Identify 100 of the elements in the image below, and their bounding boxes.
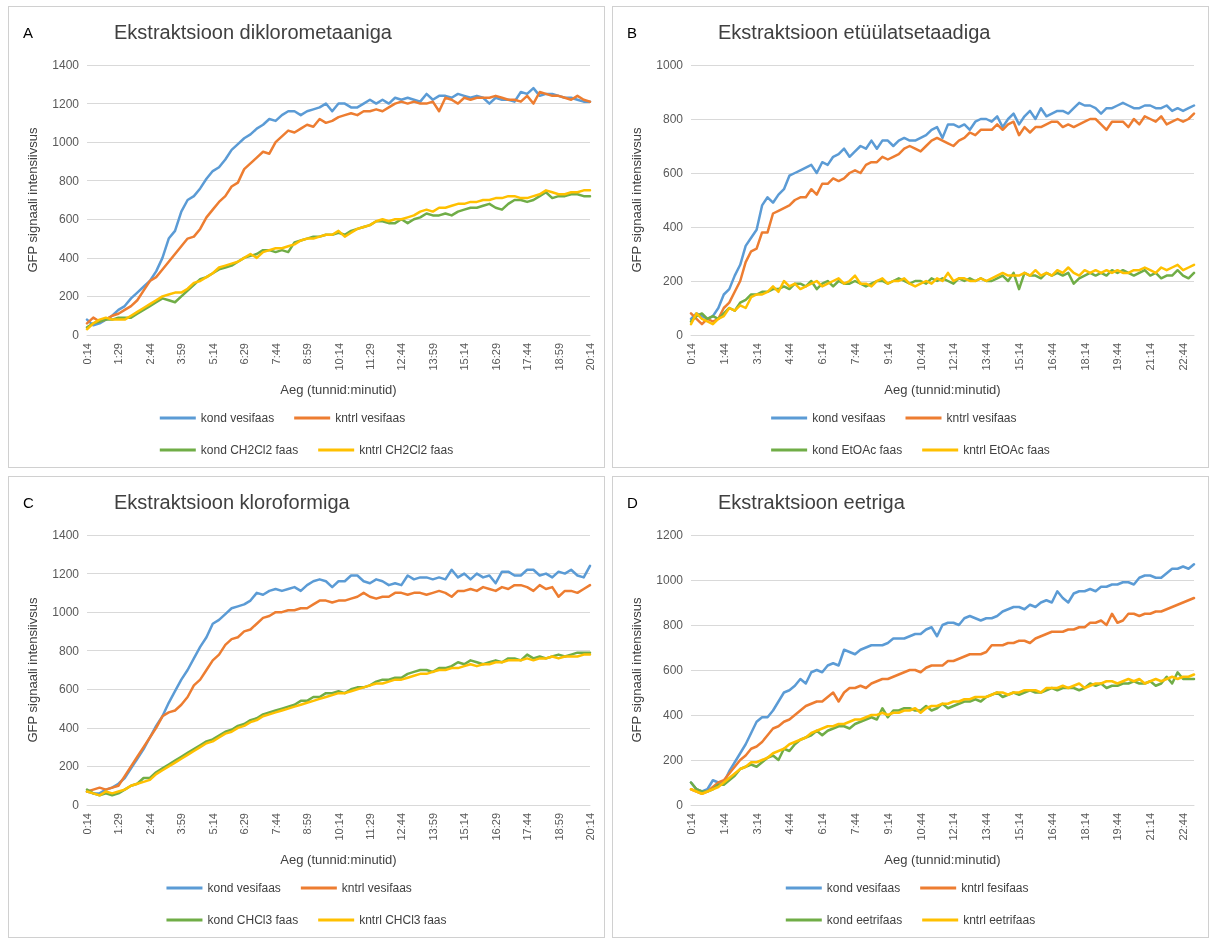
- x-tick-label: 4:44: [783, 343, 796, 365]
- y-tick-label: 400: [662, 220, 684, 234]
- x-tick-label: 19:44: [1111, 343, 1124, 371]
- x-tick-label: 1:44: [717, 813, 730, 835]
- y-tick-label: 600: [58, 682, 80, 697]
- x-tick-label: 22:44: [1177, 813, 1190, 841]
- x-tick-label: 20:14: [584, 813, 596, 841]
- x-tick-label: 13:59: [426, 343, 439, 371]
- legend-label: kntrl CH2Cl2 faas: [359, 443, 454, 457]
- x-axis-title: Aeg (tunnid:minutid): [884, 852, 1001, 867]
- y-axis-title: GFP signaali intensiivsus: [629, 597, 644, 743]
- text: A: [23, 24, 34, 41]
- x-tick-label: 8:59: [301, 813, 314, 835]
- x-tick-label: 9:14: [881, 813, 894, 835]
- x-tick-label: 1:29: [112, 343, 125, 365]
- x-tick-label: 10:44: [914, 813, 927, 841]
- y-tick-label: 600: [662, 166, 684, 180]
- x-tick-label: 6:14: [816, 343, 829, 365]
- x-tick-label: 18:59: [552, 343, 565, 371]
- x-tick-label: 5:14: [206, 343, 219, 365]
- x-tick-label: 13:44: [980, 343, 993, 371]
- y-tick-label: 400: [58, 720, 80, 735]
- legend-label: kond vesifaas: [207, 881, 281, 895]
- x-tick-label: 6:29: [238, 343, 251, 365]
- y-axis-title: GFP signaali intensiivsus: [629, 127, 644, 273]
- chart-title: Ekstraktsioon eetriga: [718, 491, 906, 513]
- y-tick-label: 0: [72, 328, 80, 342]
- legend-label: kntrl vesifaas: [335, 411, 406, 425]
- text: C: [23, 494, 34, 511]
- y-tick-label: 800: [58, 173, 80, 188]
- y-tick-label: 1000: [52, 605, 80, 620]
- x-tick-label: 15:14: [1013, 343, 1026, 371]
- x-tick-label: 6:14: [816, 813, 829, 835]
- y-tick-label: 0: [676, 798, 684, 812]
- x-tick-label: 7:44: [849, 343, 862, 365]
- x-tick-label: 6:29: [238, 813, 251, 835]
- x-axis-title: Aeg (tunnid:minutid): [280, 852, 397, 867]
- y-tick-label: 1200: [52, 566, 80, 581]
- x-tick-label: 3:59: [175, 343, 188, 365]
- x-tick-label: 9:14: [881, 343, 894, 365]
- x-tick-label: 17:44: [521, 343, 534, 371]
- y-tick-label: 1000: [656, 58, 684, 72]
- y-axis-title: GFP signaali intensiivsus: [25, 597, 40, 743]
- x-tick-label: 11:29: [363, 813, 376, 840]
- y-tick-label: 1200: [52, 96, 80, 111]
- y-tick-label: 200: [58, 289, 80, 304]
- x-tick-label: 1:44: [717, 343, 730, 365]
- x-tick-label: 18:14: [1078, 343, 1091, 371]
- y-tick-label: 400: [662, 708, 684, 722]
- legend-label: kond vesifaas: [826, 881, 901, 895]
- x-tick-label: 3:14: [750, 343, 763, 365]
- x-tick-label: 0:14: [81, 813, 93, 835]
- x-tick-label: 15:14: [458, 343, 471, 371]
- legend-label: kond CH2Cl2 faas: [200, 443, 299, 457]
- x-tick-label: 17:44: [521, 813, 534, 841]
- y-tick-label: 800: [58, 643, 80, 658]
- y-tick-label: 1000: [656, 573, 684, 587]
- x-tick-label: 22:44: [1177, 343, 1190, 371]
- x-tick-label: 15:14: [458, 813, 471, 841]
- x-tick-label: 18:59: [552, 813, 565, 841]
- x-tick-label: 8:59: [301, 343, 314, 365]
- x-tick-label: 7:44: [849, 813, 862, 835]
- y-axis-title: GFP signaali intensiivsus: [25, 127, 40, 273]
- x-tick-label: 11:29: [363, 343, 376, 370]
- x-tick-label: 5:14: [206, 813, 219, 835]
- y-tick-label: 200: [662, 274, 684, 288]
- x-tick-label: 10:14: [332, 343, 345, 371]
- x-tick-label: 2:44: [143, 343, 156, 365]
- x-tick-label: 12:44: [395, 343, 408, 371]
- legend-label: kond vesifaas: [812, 411, 886, 425]
- x-tick-label: 15:14: [1013, 813, 1026, 841]
- x-tick-label: 0:14: [685, 813, 697, 835]
- x-tick-label: 10:44: [914, 343, 927, 371]
- legend-label: kntrl eetrifaas: [963, 913, 1036, 927]
- x-tick-label: 12:14: [947, 343, 960, 371]
- x-tick-label: 12:14: [947, 813, 960, 841]
- x-tick-label: 16:29: [489, 813, 502, 841]
- chart-title: Ekstraktsioon kloroformiga: [114, 491, 351, 513]
- x-tick-label: 3:59: [175, 813, 188, 835]
- y-tick-label: 400: [58, 250, 80, 265]
- x-axis-title: Aeg (tunnid:minutid): [280, 382, 397, 397]
- x-tick-label: 20:14: [584, 343, 596, 371]
- x-tick-label: 7:44: [269, 813, 282, 835]
- y-tick-label: 0: [676, 328, 684, 342]
- legend-label: kond eetrifaas: [826, 913, 903, 927]
- y-tick-label: 1000: [52, 135, 80, 150]
- y-tick-label: 600: [662, 663, 684, 677]
- x-axis-title: Aeg (tunnid:minutid): [884, 382, 1001, 397]
- x-tick-label: 16:44: [1045, 343, 1058, 371]
- y-tick-label: 800: [662, 112, 684, 126]
- y-tick-label: 0: [72, 798, 80, 812]
- y-tick-label: 1200: [656, 528, 684, 542]
- legend-label: kond CHCl3 faas: [207, 913, 299, 927]
- x-tick-label: 0:14: [685, 343, 697, 365]
- x-tick-label: 1:29: [112, 813, 125, 835]
- x-tick-label: 16:44: [1045, 813, 1058, 841]
- x-tick-label: 21:14: [1144, 813, 1157, 841]
- legend-label: kntrl fesifaas: [961, 881, 1029, 895]
- y-tick-label: 800: [662, 618, 684, 632]
- y-tick-label: 200: [662, 753, 684, 767]
